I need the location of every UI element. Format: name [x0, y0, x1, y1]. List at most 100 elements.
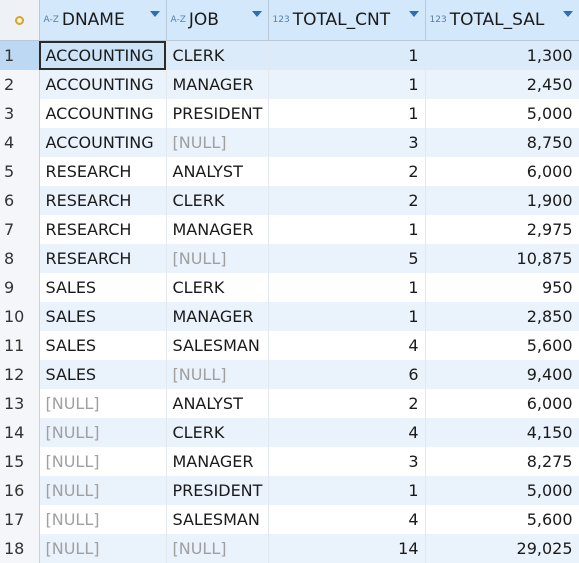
- table-row[interactable]: 18 [NULL] [NULL] 14 29,025: [0, 534, 579, 563]
- table-row[interactable]: 16 [NULL] PRESIDENT 1 5,000: [0, 476, 579, 505]
- column-header-total-cnt[interactable]: 123 TOTAL_CNT: [268, 0, 426, 41]
- dname-cell[interactable]: SALES: [39, 331, 167, 360]
- total-sal-cell[interactable]: 5,000: [425, 99, 579, 128]
- total-sal-cell[interactable]: 1,300: [425, 40, 579, 70]
- total-cnt-cell[interactable]: 3: [268, 128, 426, 157]
- job-cell[interactable]: [NULL]: [166, 244, 269, 273]
- table-row[interactable]: 4 ACCOUNTING [NULL] 3 8,750: [0, 128, 579, 157]
- row-number-cell[interactable]: 2: [0, 70, 40, 99]
- total-cnt-cell[interactable]: 2: [268, 157, 426, 186]
- row-number-cell[interactable]: 8: [0, 244, 40, 273]
- dname-cell[interactable]: [NULL]: [39, 505, 167, 534]
- total-sal-cell[interactable]: 2,975: [425, 215, 579, 244]
- table-row[interactable]: 6 RESEARCH CLERK 2 1,900: [0, 186, 579, 215]
- table-row[interactable]: 9 SALES CLERK 1 950: [0, 273, 579, 302]
- job-cell[interactable]: CLERK: [166, 186, 269, 215]
- job-cell[interactable]: CLERK: [166, 418, 269, 447]
- total-cnt-cell[interactable]: 2: [268, 186, 426, 215]
- table-row[interactable]: 13 [NULL] ANALYST 2 6,000: [0, 389, 579, 418]
- job-cell[interactable]: [NULL]: [166, 360, 269, 389]
- dname-cell[interactable]: ACCOUNTING: [39, 70, 167, 99]
- table-row[interactable]: 17 [NULL] SALESMAN 4 5,600: [0, 505, 579, 534]
- row-number-cell[interactable]: 4: [0, 128, 40, 157]
- table-row[interactable]: 11 SALES SALESMAN 4 5,600: [0, 331, 579, 360]
- row-number-cell[interactable]: 5: [0, 157, 40, 186]
- table-row[interactable]: 3 ACCOUNTING PRESIDENT 1 5,000: [0, 99, 579, 128]
- total-sal-cell[interactable]: 6,000: [425, 389, 579, 418]
- total-cnt-cell[interactable]: 14: [268, 534, 426, 563]
- job-cell[interactable]: PRESIDENT: [166, 476, 269, 505]
- job-cell[interactable]: ANALYST: [166, 389, 269, 418]
- column-header-dname[interactable]: A-Z DNAME: [39, 0, 167, 41]
- total-cnt-cell[interactable]: 1: [268, 476, 426, 505]
- total-sal-cell[interactable]: 4,150: [425, 418, 579, 447]
- corner-cell[interactable]: [0, 0, 40, 41]
- row-number-cell[interactable]: 9: [0, 273, 40, 302]
- total-cnt-cell[interactable]: 4: [268, 418, 426, 447]
- job-cell[interactable]: [NULL]: [166, 534, 269, 563]
- row-number-cell[interactable]: 11: [0, 331, 40, 360]
- total-sal-cell[interactable]: 2,850: [425, 302, 579, 331]
- settings-dot-icon[interactable]: [14, 16, 24, 25]
- sort-desc-triangle-icon[interactable]: [562, 11, 573, 17]
- table-row[interactable]: 8 RESEARCH [NULL] 5 10,875: [0, 244, 579, 273]
- row-number-cell[interactable]: 12: [0, 360, 40, 389]
- job-cell[interactable]: ANALYST: [166, 157, 269, 186]
- sort-desc-triangle-icon[interactable]: [149, 11, 160, 17]
- job-cell[interactable]: SALESMAN: [166, 331, 269, 360]
- job-cell[interactable]: MANAGER: [166, 302, 269, 331]
- total-sal-cell[interactable]: 10,875: [425, 244, 579, 273]
- table-row[interactable]: 5 RESEARCH ANALYST 2 6,000: [0, 157, 579, 186]
- total-cnt-cell[interactable]: 4: [268, 331, 426, 360]
- total-cnt-cell[interactable]: 1: [268, 302, 426, 331]
- sort-desc-triangle-icon[interactable]: [251, 11, 262, 17]
- table-row[interactable]: 14 [NULL] CLERK 4 4,150: [0, 418, 579, 447]
- total-sal-cell[interactable]: 5,600: [425, 331, 579, 360]
- total-sal-cell[interactable]: 8,750: [425, 128, 579, 157]
- job-cell[interactable]: CLERK: [166, 40, 269, 70]
- job-cell[interactable]: [NULL]: [166, 128, 269, 157]
- total-sal-cell[interactable]: 6,000: [425, 157, 579, 186]
- table-row[interactable]: 2 ACCOUNTING MANAGER 1 2,450: [0, 70, 579, 99]
- total-sal-cell[interactable]: 5,000: [425, 476, 579, 505]
- dname-cell[interactable]: RESEARCH: [39, 215, 167, 244]
- total-cnt-cell[interactable]: 4: [268, 505, 426, 534]
- total-cnt-cell[interactable]: 1: [268, 99, 426, 128]
- dname-cell[interactable]: RESEARCH: [39, 157, 167, 186]
- table-row[interactable]: 1 ACCOUNTING CLERK 1 1,300: [0, 40, 579, 70]
- dname-cell[interactable]: [NULL]: [39, 534, 167, 563]
- total-cnt-cell[interactable]: 1: [268, 40, 426, 70]
- column-header-total-sal[interactable]: 123 TOTAL_SAL: [425, 0, 579, 41]
- table-row[interactable]: 7 RESEARCH MANAGER 1 2,975: [0, 215, 579, 244]
- dname-cell[interactable]: SALES: [39, 302, 167, 331]
- row-number-cell[interactable]: 15: [0, 447, 40, 476]
- total-sal-cell[interactable]: 5,600: [425, 505, 579, 534]
- row-number-cell[interactable]: 17: [0, 505, 40, 534]
- sort-desc-triangle-icon[interactable]: [408, 11, 419, 17]
- total-cnt-cell[interactable]: 6: [268, 360, 426, 389]
- dname-cell[interactable]: [NULL]: [39, 476, 167, 505]
- dname-cell[interactable]: [NULL]: [39, 389, 167, 418]
- table-row[interactable]: 12 SALES [NULL] 6 9,400: [0, 360, 579, 389]
- total-sal-cell[interactable]: 950: [425, 273, 579, 302]
- row-number-cell[interactable]: 1: [0, 40, 40, 70]
- total-cnt-cell[interactable]: 1: [268, 215, 426, 244]
- row-number-cell[interactable]: 6: [0, 186, 40, 215]
- total-sal-cell[interactable]: 2,450: [425, 70, 579, 99]
- total-cnt-cell[interactable]: 5: [268, 244, 426, 273]
- row-number-cell[interactable]: 7: [0, 215, 40, 244]
- job-cell[interactable]: SALESMAN: [166, 505, 269, 534]
- job-cell[interactable]: MANAGER: [166, 447, 269, 476]
- table-row[interactable]: 15 [NULL] MANAGER 3 8,275: [0, 447, 579, 476]
- dname-cell[interactable]: [NULL]: [39, 418, 167, 447]
- table-row[interactable]: 10 SALES MANAGER 1 2,850: [0, 302, 579, 331]
- row-number-cell[interactable]: 18: [0, 534, 40, 563]
- total-cnt-cell[interactable]: 1: [268, 273, 426, 302]
- total-cnt-cell[interactable]: 1: [268, 70, 426, 99]
- row-number-cell[interactable]: 13: [0, 389, 40, 418]
- dname-cell[interactable]: RESEARCH: [39, 244, 167, 273]
- column-header-job[interactable]: A-Z JOB: [166, 0, 269, 41]
- dname-cell[interactable]: ACCOUNTING: [39, 40, 167, 70]
- total-sal-cell[interactable]: 9,400: [425, 360, 579, 389]
- row-number-cell[interactable]: 14: [0, 418, 40, 447]
